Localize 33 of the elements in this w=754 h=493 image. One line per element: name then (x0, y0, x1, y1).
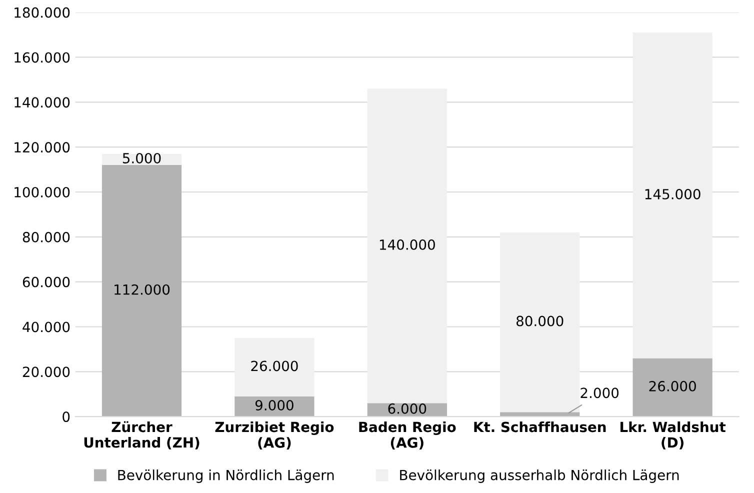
bar (500, 232, 580, 412)
data-label: 145.000 (645, 188, 700, 200)
x-tick-label: Lkr. Waldshut (D) (620, 421, 726, 450)
bar (632, 358, 712, 417)
y-tick-label: 40.000 (22, 322, 70, 332)
y-tick-label: 20.000 (22, 366, 70, 378)
x-tick-label: Baden Regio (AG) (359, 421, 456, 450)
x-tick-label: Zürcher Unterland (ZH) (84, 421, 200, 450)
y-tick-label: 180.000 (14, 7, 70, 18)
bar (367, 88, 447, 404)
bar (234, 338, 314, 396)
data-label: 6.000 (388, 403, 426, 414)
data-label: 140.000 (380, 239, 435, 250)
y-tick-label: 120.000 (14, 142, 70, 153)
y-tick-label: 0 (62, 412, 70, 422)
data-label: 26.000 (649, 380, 696, 392)
y-tick-label: 100.000 (14, 186, 70, 198)
bar (632, 32, 712, 358)
y-tick-label: 60.000 (22, 276, 70, 288)
x-tick-label: Zurzibiet Regio (AG) (215, 421, 334, 450)
data-label: 2.000 (580, 388, 619, 398)
y-tick-label: 160.000 (14, 52, 70, 63)
bar (102, 165, 182, 417)
data-label: 26.000 (251, 360, 298, 372)
data-label: 9.000 (255, 400, 294, 411)
y-tick-label: 80.000 (22, 232, 70, 242)
data-label: 80.000 (516, 316, 564, 326)
legend-label: Bevölkerung ausserhalb Nördlich Lägern (400, 470, 679, 483)
data-label: 112.000 (114, 284, 170, 295)
legend-label: Bevölkerung in Nördlich Lägern (118, 470, 334, 483)
y-tick-label: 140.000 (14, 97, 70, 108)
x-tick-label: Kt. Schaffhausen (474, 421, 606, 432)
data-label: 5.000 (122, 152, 161, 164)
